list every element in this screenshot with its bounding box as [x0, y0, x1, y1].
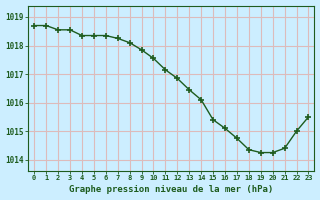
X-axis label: Graphe pression niveau de la mer (hPa): Graphe pression niveau de la mer (hPa): [69, 185, 274, 194]
